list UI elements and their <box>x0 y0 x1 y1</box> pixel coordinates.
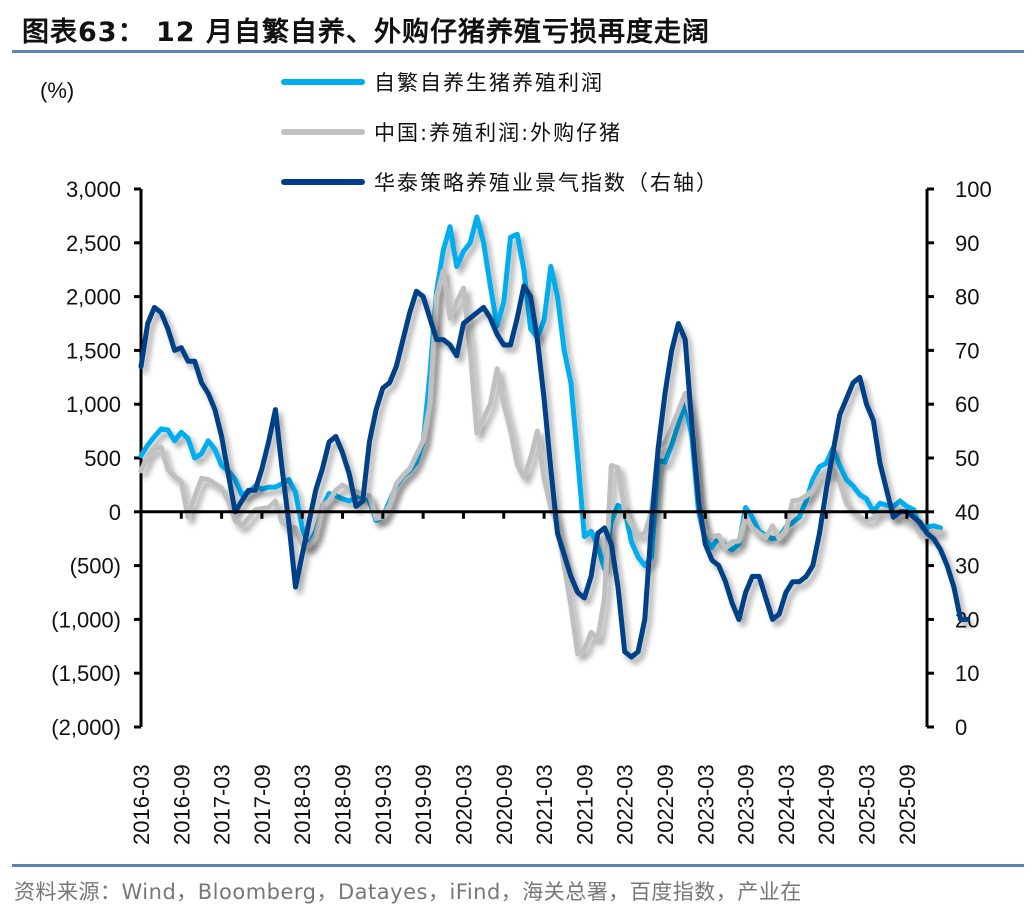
x-axis-tick-label: 2022-03 <box>613 764 638 845</box>
x-axis-tick-label: 2022-09 <box>653 764 678 845</box>
left-axis-tick-label: 2,500 <box>66 231 121 256</box>
x-axis-tick-label: 2019-09 <box>411 764 436 845</box>
left-axis-tick-label: 0 <box>109 500 121 525</box>
right-axis-tick-label: 10 <box>955 661 979 686</box>
chart-title: 图表63： 12 月自繁自养、外购仔猪养殖亏损再度走阔 <box>22 17 710 48</box>
left-axis-tick-label: 2,000 <box>66 285 121 310</box>
left-axis-tick-label: 500 <box>84 446 121 471</box>
right-axis-tick-label: 40 <box>955 500 979 525</box>
x-axis-tick-label: 2021-03 <box>532 764 557 845</box>
left-axis-tick-label: 3,000 <box>66 177 121 202</box>
right-axis-tick-label: 0 <box>955 715 967 740</box>
zero-line-layer <box>139 510 927 519</box>
right-axis-tick-label: 90 <box>955 231 979 256</box>
legend-label-self_breeding: 自繁自养生猪养殖利润 <box>374 71 604 95</box>
x-axis-tick-label: 2024-03 <box>774 764 799 845</box>
x-axis-tick-label: 2024-09 <box>814 764 839 845</box>
chart-canvas: (%) 自繁自养生猪养殖利润中国:养殖利润:外购仔猪华泰策略养殖业景气指数（右轴… <box>40 71 992 845</box>
x-axis-tick-label: 2016-03 <box>129 764 154 845</box>
x-axis-tick-label: 2025-03 <box>855 764 880 845</box>
right-axis-tick-label: 50 <box>955 446 979 471</box>
left-axis-unit-label: (%) <box>40 78 74 103</box>
left-axis-tick-label: (1,000) <box>51 607 121 632</box>
x-axis-tick-label: 2023-03 <box>693 764 718 845</box>
series-layer <box>138 214 970 660</box>
x-axis-tick-label: 2019-03 <box>371 764 396 845</box>
right-axis-tick-label: 60 <box>955 392 979 417</box>
series-line-purchased_piglet <box>138 268 943 657</box>
left-axis-tick-label: 1,500 <box>66 338 121 363</box>
x-axis-tick-label: 2017-03 <box>210 764 235 845</box>
x-axis-tick-label: 2020-09 <box>492 764 517 845</box>
x-axis-tick-label: 2025-09 <box>895 764 920 845</box>
x-axis-tick-label: 2016-09 <box>169 764 194 845</box>
left-axis-tick-label: 1,000 <box>66 392 121 417</box>
right-axis-tick-label: 70 <box>955 338 979 363</box>
axes: 3,0002,5002,0001,5001,0005000(500)(1,000… <box>51 177 991 845</box>
left-axis-tick-label: (1,500) <box>51 661 121 686</box>
x-axis-tick-label: 2020-03 <box>451 764 476 845</box>
left-axis-tick-label: (2,000) <box>51 715 121 740</box>
legend-label-index: 华泰策略养殖业景气指数（右轴） <box>374 171 719 195</box>
left-axis-tick-label: (500) <box>70 554 121 579</box>
series-line-index <box>138 283 970 660</box>
right-axis-tick-label: 80 <box>955 285 979 310</box>
right-axis-tick-label: 30 <box>955 554 979 579</box>
x-axis-tick-label: 2018-03 <box>290 764 315 845</box>
x-axis-tick-label: 2017-09 <box>250 764 275 845</box>
legend-label-purchased_piglet: 中国:养殖利润:外购仔猪 <box>374 121 622 145</box>
x-axis-tick-label: 2018-09 <box>331 764 356 845</box>
right-axis-tick-label: 100 <box>955 177 992 202</box>
x-axis-tick-label: 2021-09 <box>572 764 597 845</box>
x-axis-tick-label: 2023-09 <box>734 764 759 845</box>
source-note: 资料来源：Wind，Bloomberg，Datayes，iFind，海关总署，百… <box>14 880 802 904</box>
title-rule <box>12 50 1024 53</box>
source-rule <box>12 864 1024 867</box>
